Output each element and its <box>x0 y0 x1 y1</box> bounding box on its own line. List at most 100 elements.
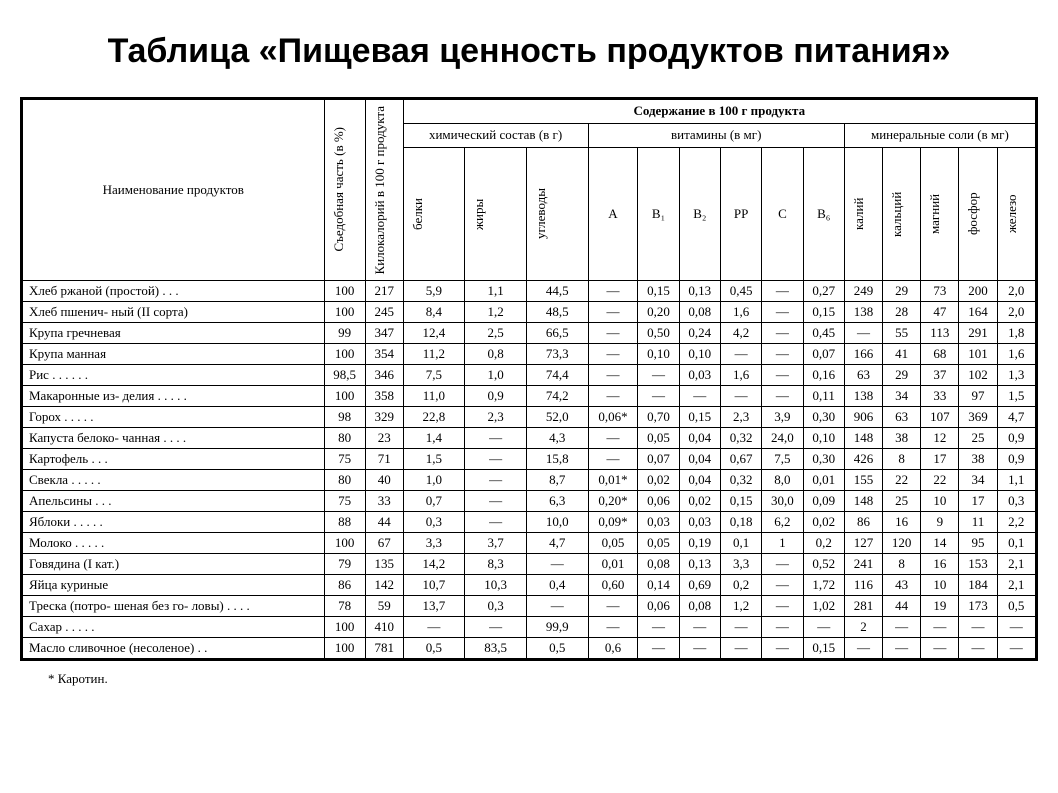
col-edible: Съедобная часть (в %) <box>324 99 365 280</box>
footnote: * Каротин. <box>20 671 1038 687</box>
cell-value: — <box>720 616 761 637</box>
cell-name: Крупа манная <box>23 343 325 364</box>
cell-value: — <box>997 616 1035 637</box>
cell-value: 2,3 <box>720 406 761 427</box>
cell-value: 7,5 <box>762 448 803 469</box>
cell-value: 0,06 <box>638 490 679 511</box>
cell-value: 86 <box>844 511 882 532</box>
cell-value: 0,06 <box>638 595 679 616</box>
cell-value: 40 <box>365 469 403 490</box>
cell-value: 14 <box>921 532 959 553</box>
cell-value: 55 <box>883 322 921 343</box>
table-row: Молоко . . . . .100673,33,74,70,050,050,… <box>23 532 1036 553</box>
cell-value: 1,0 <box>403 469 465 490</box>
cell-value: 0,5 <box>526 637 588 658</box>
cell-name: Сахар . . . . . <box>23 616 325 637</box>
col-fe: железо <box>997 148 1035 281</box>
cell-value: 1,6 <box>997 343 1035 364</box>
cell-value: 7,5 <box>403 364 465 385</box>
cell-value: 19 <box>921 595 959 616</box>
col-edible-label: Съедобная часть (в %) <box>329 123 349 256</box>
cell-value: 0,04 <box>679 469 720 490</box>
cell-value: 281 <box>844 595 882 616</box>
cell-value: 0,45 <box>803 322 844 343</box>
table-row: Треска (потро- шеная без го- ловы) . . .… <box>23 595 1036 616</box>
cell-value: 1,4 <box>403 427 465 448</box>
cell-value: 1,5 <box>997 385 1035 406</box>
cell-value: 73 <box>921 280 959 301</box>
table-row: Рис . . . . . .98,53467,51,074,4——0,031,… <box>23 364 1036 385</box>
cell-value: 80 <box>324 427 365 448</box>
cell-value: 1,3 <box>997 364 1035 385</box>
cell-value: — <box>679 616 720 637</box>
cell-value: — <box>588 385 638 406</box>
cell-value: 0,07 <box>638 448 679 469</box>
table-row: Свекла . . . . .80401,0—8,70,01*0,020,04… <box>23 469 1036 490</box>
cell-value: — <box>526 595 588 616</box>
cell-value: 10,7 <box>403 574 465 595</box>
cell-value: — <box>883 616 921 637</box>
cell-value: — <box>959 637 997 658</box>
cell-value: 79 <box>324 553 365 574</box>
col-ca-label: кальций <box>887 159 907 269</box>
cell-value: 34 <box>959 469 997 490</box>
cell-value: 4,7 <box>997 406 1035 427</box>
cell-value: 101 <box>959 343 997 364</box>
cell-value: 8,4 <box>403 301 465 322</box>
col-name: Наименование продуктов <box>23 99 325 280</box>
cell-value: 142 <box>365 574 403 595</box>
cell-value: 11,2 <box>403 343 465 364</box>
cell-value: 0,05 <box>638 427 679 448</box>
cell-value: — <box>588 343 638 364</box>
cell-value: 99 <box>324 322 365 343</box>
cell-value: 0,3 <box>997 490 1035 511</box>
cell-value: 0,01* <box>588 469 638 490</box>
col-protein: белки <box>403 148 465 281</box>
cell-value: 0,10 <box>679 343 720 364</box>
cell-name: Яйца куриные <box>23 574 325 595</box>
cell-value: — <box>762 385 803 406</box>
cell-value: 906 <box>844 406 882 427</box>
cell-value: — <box>720 343 761 364</box>
col-protein-label: белки <box>408 159 428 269</box>
cell-value: 17 <box>921 448 959 469</box>
cell-value: 100 <box>324 532 365 553</box>
cell-value: — <box>921 616 959 637</box>
cell-value: 11,0 <box>403 385 465 406</box>
cell-value: 4,3 <box>526 427 588 448</box>
col-fat-label: жиры <box>469 159 489 269</box>
cell-value: 369 <box>959 406 997 427</box>
cell-value: 100 <box>324 280 365 301</box>
cell-value: 0,69 <box>679 574 720 595</box>
cell-value: 9 <box>921 511 959 532</box>
cell-value: 78 <box>324 595 365 616</box>
cell-value: 6,2 <box>762 511 803 532</box>
cell-value: 0,18 <box>720 511 761 532</box>
cell-value: 0,32 <box>720 427 761 448</box>
cell-value: — <box>465 469 527 490</box>
cell-value: 116 <box>844 574 882 595</box>
cell-value: 10 <box>921 574 959 595</box>
cell-value: 0,8 <box>465 343 527 364</box>
cell-value: 8,0 <box>762 469 803 490</box>
cell-value: 127 <box>844 532 882 553</box>
cell-value: — <box>921 637 959 658</box>
cell-value: 0,70 <box>638 406 679 427</box>
cell-value: 38 <box>883 427 921 448</box>
cell-value: 0,20* <box>588 490 638 511</box>
cell-value: 0,08 <box>679 301 720 322</box>
cell-value: — <box>588 301 638 322</box>
cell-value: 17 <box>959 490 997 511</box>
cell-value: 0,5 <box>403 637 465 658</box>
cell-value: 0,45 <box>720 280 761 301</box>
table-row: Хлеб ржаной (простой) . . .1002175,91,14… <box>23 280 1036 301</box>
cell-value: 10 <box>921 490 959 511</box>
cell-value: 0,08 <box>638 553 679 574</box>
cell-value: 0,1 <box>720 532 761 553</box>
cell-value: 10,0 <box>526 511 588 532</box>
cell-value: 0,07 <box>803 343 844 364</box>
cell-value: 0,4 <box>526 574 588 595</box>
cell-value: 0,67 <box>720 448 761 469</box>
cell-name: Масло сливочное (несоленое) . . <box>23 637 325 658</box>
cell-value: — <box>762 301 803 322</box>
